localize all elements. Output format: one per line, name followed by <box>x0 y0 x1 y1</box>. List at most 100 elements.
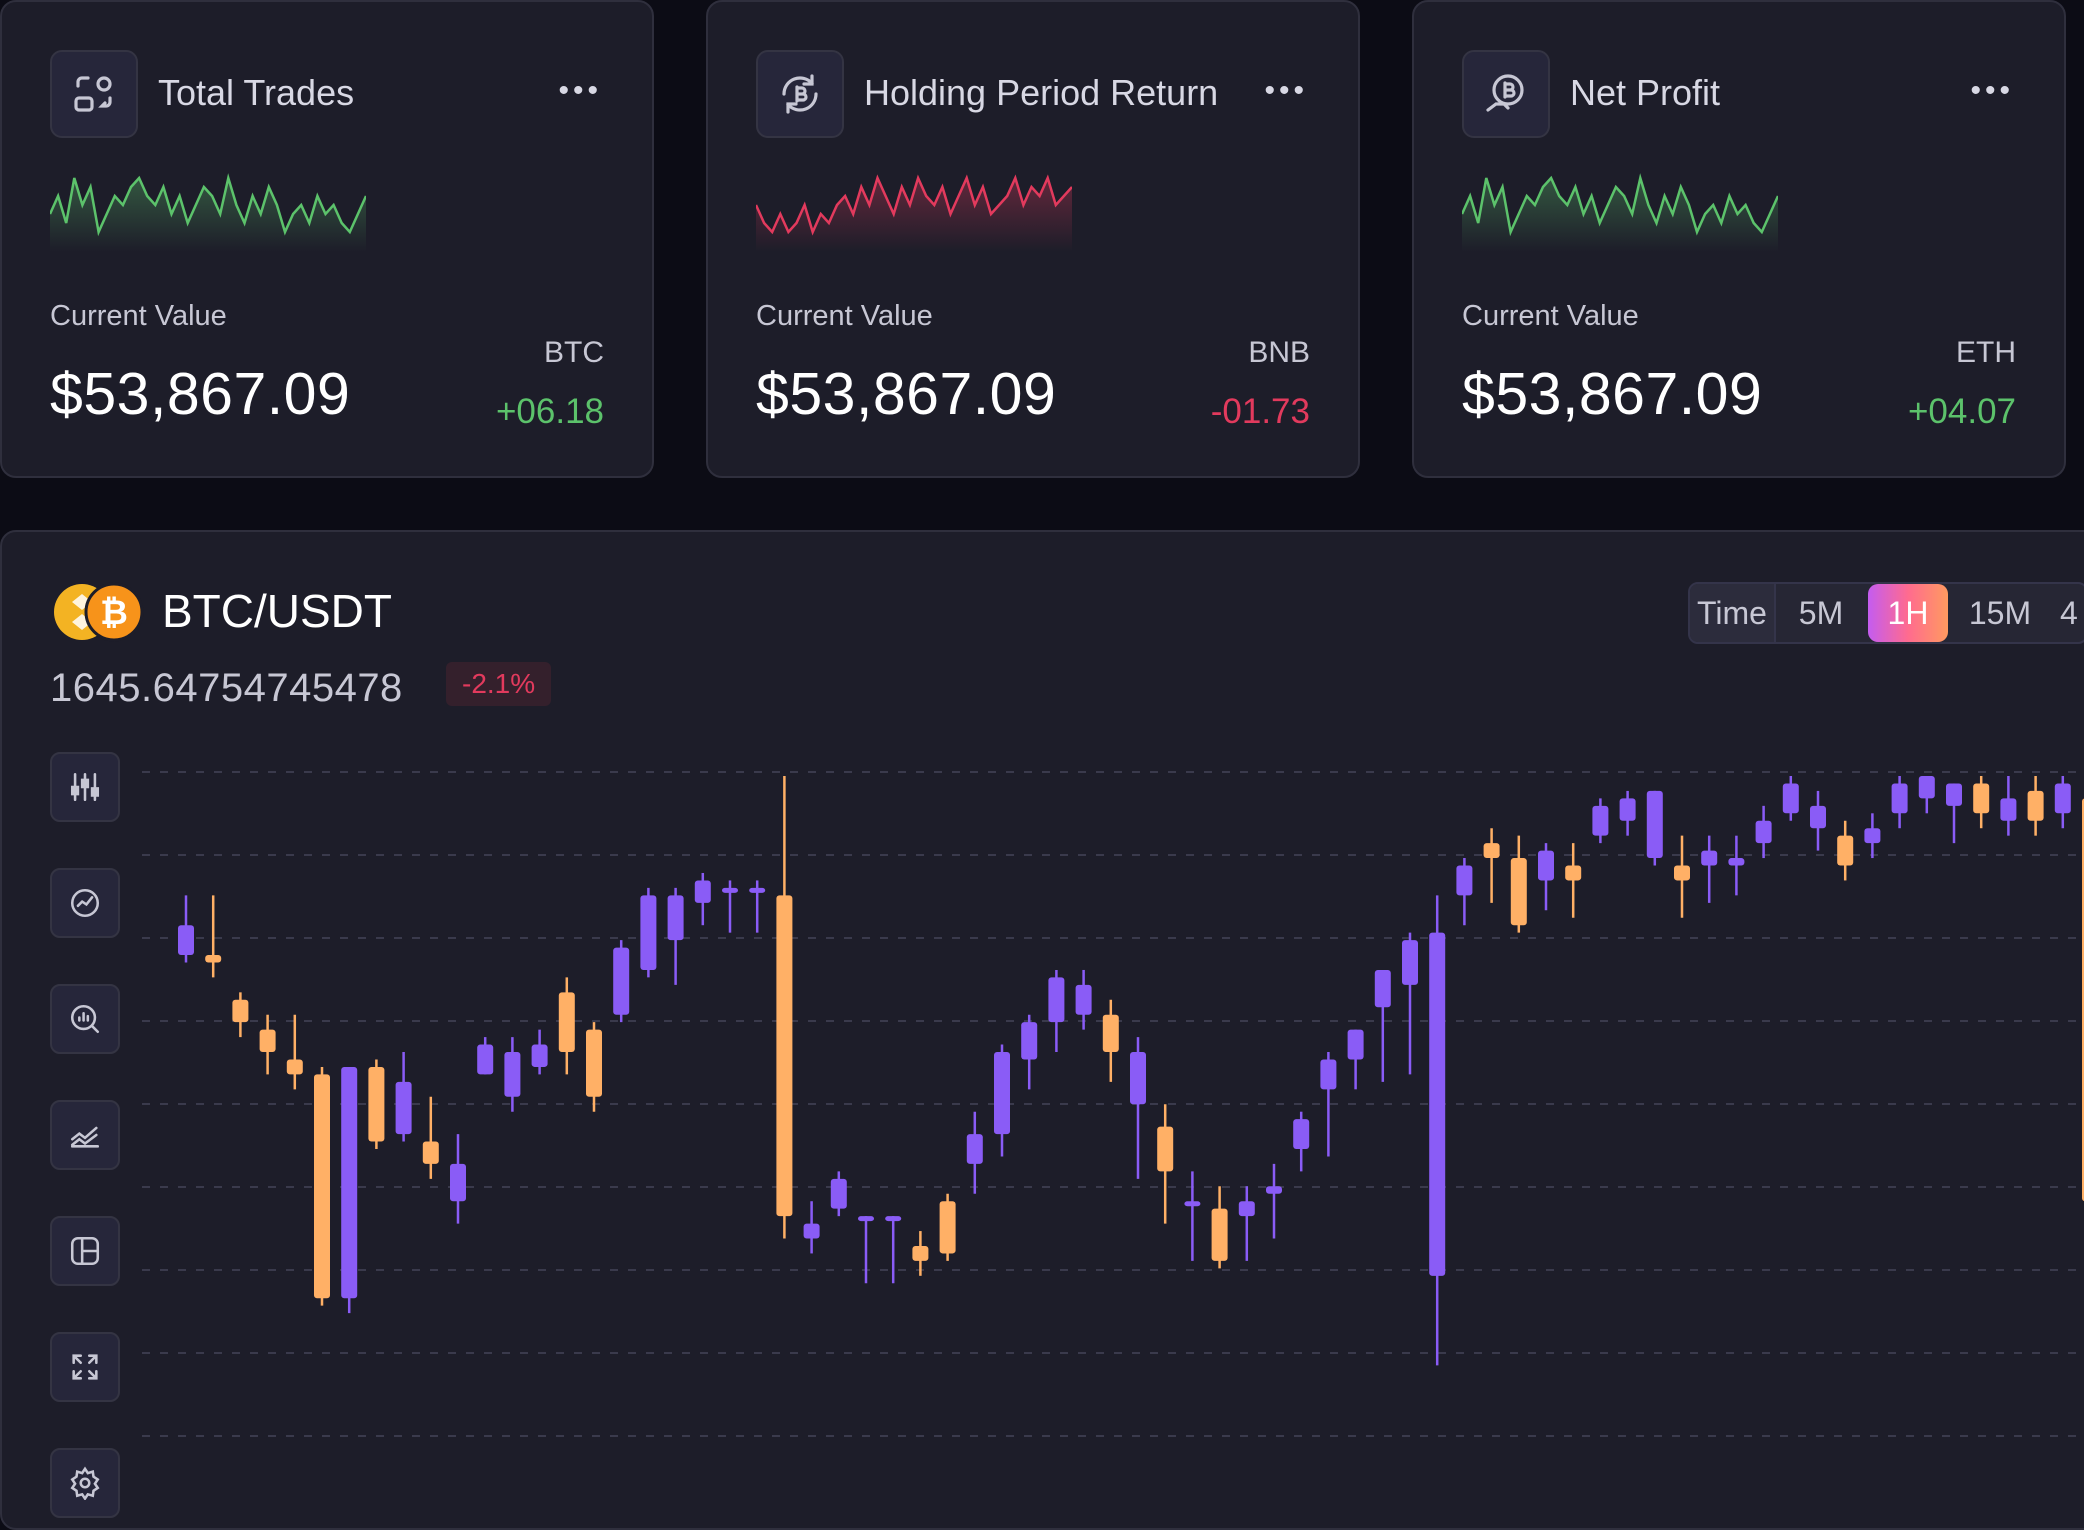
change-value: -01.73 <box>1210 392 1310 431</box>
candle-body <box>613 947 630 1015</box>
candle-body <box>1293 1119 1310 1149</box>
candle-body <box>450 1163 466 1202</box>
candle-body <box>2027 790 2044 821</box>
ticker-label: BTC <box>544 336 604 369</box>
timeframe-1h[interactable]: 1H <box>1868 584 1948 642</box>
candle-body <box>422 1141 439 1164</box>
candle-body <box>1592 805 1609 836</box>
candle-body <box>205 955 222 963</box>
current-price: 1645.64754745478 <box>50 666 403 710</box>
coin-pair-icon: ₿ <box>50 580 146 644</box>
candle-body <box>1810 805 1826 829</box>
candlestick-chart[interactable] <box>132 762 2084 1530</box>
pair-title: BTC/USDT <box>162 585 392 637</box>
candle-body <box>1837 835 1854 866</box>
sparkline-chart <box>756 174 1072 252</box>
candle-body <box>1619 798 1636 821</box>
candle-body <box>1238 1201 1255 1217</box>
candle-body <box>912 1245 929 1261</box>
fullscreen-icon[interactable] <box>50 1332 120 1402</box>
current-value: $53,867.09 <box>50 361 351 427</box>
bitcoin-refresh-icon <box>756 50 844 138</box>
sparkline-line <box>756 174 1072 236</box>
candle-body <box>2000 798 2017 821</box>
candle-body <box>1266 1186 1282 1194</box>
candle-body <box>1102 1014 1119 1053</box>
change-value: +04.07 <box>1907 392 2016 431</box>
candle-body <box>1456 865 1473 896</box>
candle-body <box>2054 783 2071 814</box>
sparkline-area <box>50 178 366 252</box>
analysis-icon[interactable] <box>50 984 120 1054</box>
candle-body <box>314 1074 330 1299</box>
candle-body <box>178 925 194 956</box>
candle-body <box>776 895 793 1217</box>
candle-body <box>1402 940 1418 985</box>
candle-body <box>1211 1208 1228 1261</box>
card-title: Net Profit <box>1570 72 1721 113</box>
candle-body <box>1374 969 1391 1008</box>
candle-body <box>558 992 575 1053</box>
candle-body <box>232 999 249 1023</box>
timeframe-selector: Time 5M 1H 15M 4 <box>1688 582 2084 644</box>
candle-body <box>1429 932 1446 1276</box>
candle-body <box>368 1066 385 1142</box>
candle-body <box>994 1052 1010 1135</box>
candle-body <box>830 1178 847 1209</box>
candle-body <box>504 1052 521 1097</box>
candle-body <box>1021 1022 1038 1060</box>
candle-body <box>667 895 684 941</box>
sparkline-area <box>756 178 1072 252</box>
exchange-icon <box>50 50 138 138</box>
candle-body <box>1782 783 1799 814</box>
candle-body <box>1973 783 1990 814</box>
sparkline-chart <box>50 173 366 252</box>
candle-body <box>640 895 657 970</box>
more-options-icon[interactable]: ••• <box>1970 74 2014 107</box>
current-value-label: Current Value <box>1462 300 1639 332</box>
candle-body <box>966 1134 983 1164</box>
settings-icon[interactable] <box>50 1448 120 1518</box>
current-value: $53,867.09 <box>756 361 1057 427</box>
candle-body <box>259 1029 276 1053</box>
candle-body <box>1701 850 1718 866</box>
candle-body <box>341 1066 358 1299</box>
candle-body <box>1347 1029 1364 1060</box>
candle-body <box>1510 858 1527 926</box>
price-change-badge: -2.1% <box>446 662 552 706</box>
line-chart-icon[interactable] <box>50 868 120 938</box>
indicators-icon[interactable] <box>50 752 120 822</box>
more-options-icon[interactable]: ••• <box>558 74 602 107</box>
candle-body <box>694 880 711 903</box>
candle-body <box>1320 1059 1337 1090</box>
sparkline-line <box>1462 173 1778 237</box>
candle-body <box>1483 843 1500 859</box>
compare-icon[interactable] <box>50 1100 120 1170</box>
sparkline-area <box>1462 178 1778 252</box>
sparkline-line <box>50 173 366 237</box>
timeframe-15m[interactable]: 15M <box>1968 595 2032 631</box>
candle-body <box>1048 977 1065 1023</box>
stat-card-holding-period-return: Holding Period Return ••• Current Value … <box>706 0 1360 478</box>
change-value: +06.18 <box>495 392 604 431</box>
ticker-label: BNB <box>1248 336 1310 369</box>
current-value-label: Current Value <box>756 300 933 332</box>
candle-body <box>395 1081 412 1135</box>
current-value-label: Current Value <box>50 300 227 332</box>
svg-text:₿: ₿ <box>100 593 128 633</box>
candle-body <box>1157 1126 1174 1172</box>
candle-body <box>1864 828 1881 844</box>
layout-icon[interactable] <box>50 1216 120 1286</box>
candle-body <box>722 887 738 893</box>
timeframe-4[interactable]: 4 <box>2060 595 2078 631</box>
timeframe-5m[interactable]: 5M <box>1798 595 1844 631</box>
candle-body <box>1075 984 1092 1015</box>
price-chart-panel: ₿ BTC/USDT 1645.64754745478 -2.1% Time 5… <box>0 530 2084 1530</box>
candle-body <box>1646 790 1663 859</box>
stat-card-net-profit: Net Profit ••• Current Value $53,867.09 … <box>1412 0 2066 478</box>
more-options-icon[interactable]: ••• <box>1264 74 1308 107</box>
candle-body <box>286 1059 303 1075</box>
card-title: Holding Period Return <box>864 72 1219 113</box>
timeframe-time[interactable]: Time <box>1690 584 1776 642</box>
current-value: $53,867.09 <box>1462 361 1763 427</box>
